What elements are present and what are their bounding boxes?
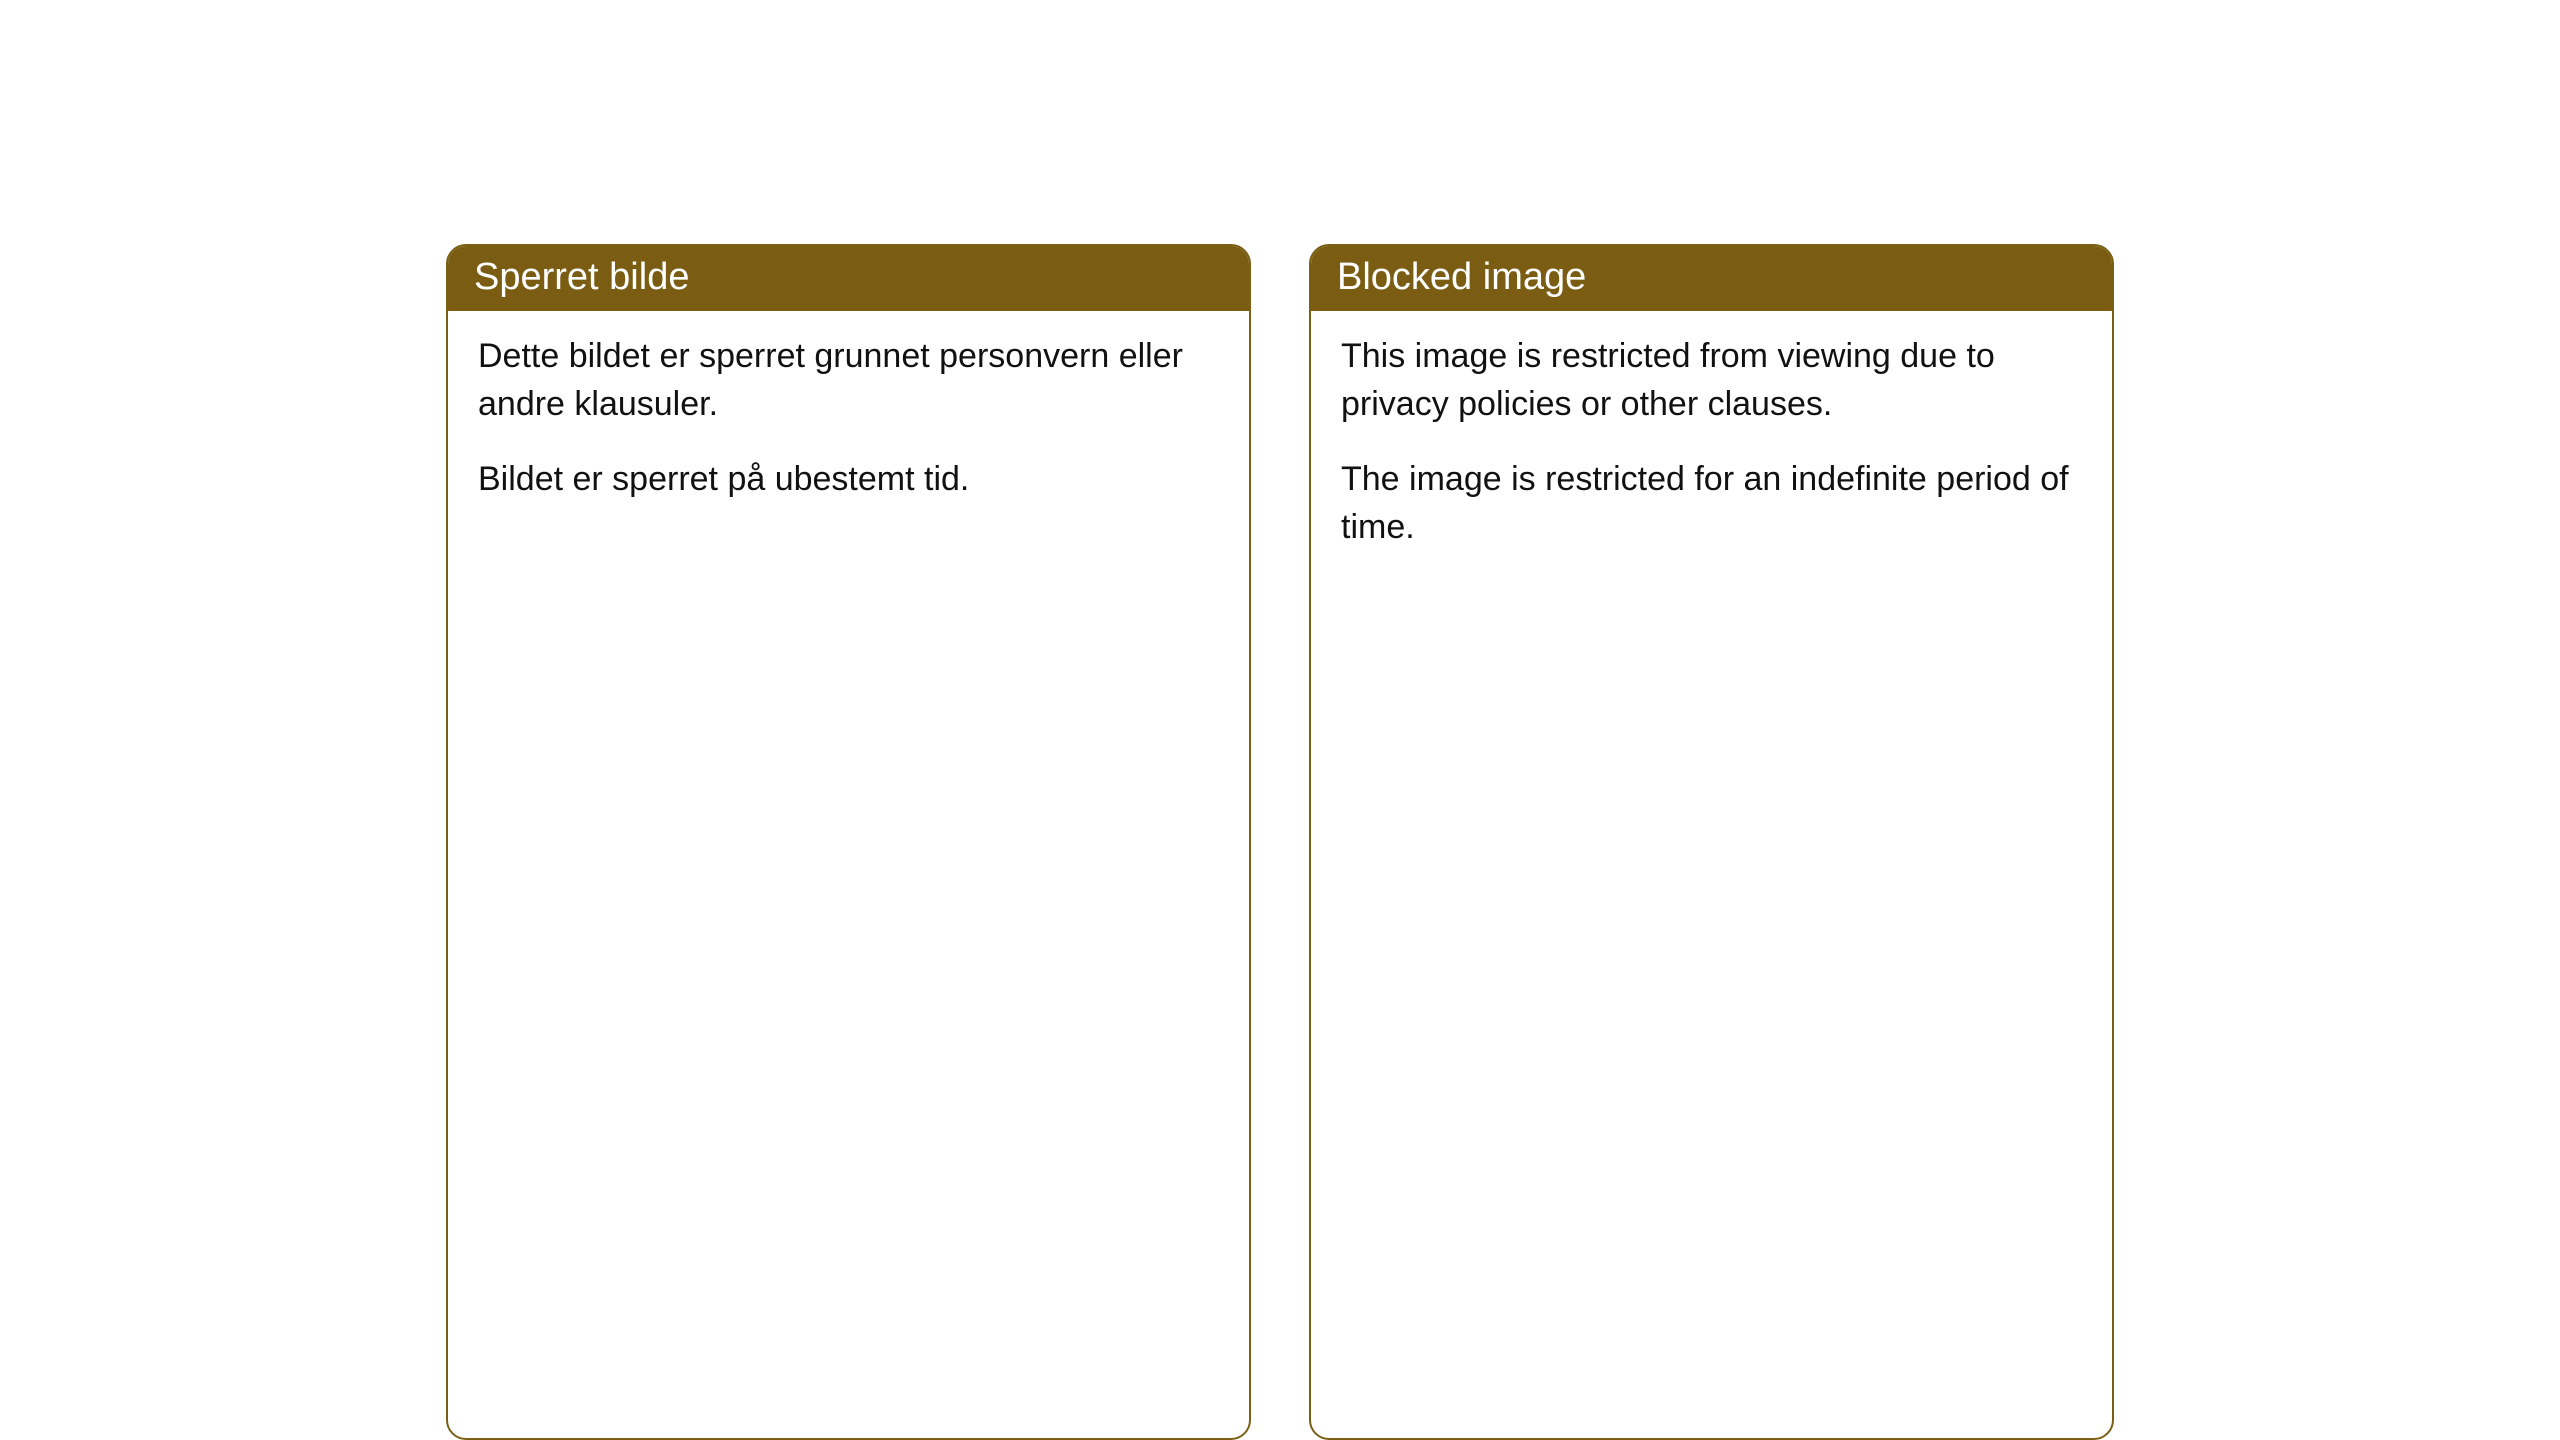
cards-container: Sperret bilde Dette bildet er sperret gr…: [446, 244, 2114, 1440]
card-paragraph-1-en: This image is restricted from viewing du…: [1341, 333, 2082, 428]
card-header-no: Sperret bilde: [448, 246, 1249, 311]
card-paragraph-2-en: The image is restricted for an indefinit…: [1341, 456, 2082, 551]
card-header-en: Blocked image: [1311, 246, 2112, 311]
blocked-image-card-en: Blocked image This image is restricted f…: [1309, 244, 2114, 1440]
card-body-no: Dette bildet er sperret grunnet personve…: [448, 311, 1249, 542]
card-body-en: This image is restricted from viewing du…: [1311, 311, 2112, 589]
card-paragraph-1-no: Dette bildet er sperret grunnet personve…: [478, 333, 1219, 428]
blocked-image-card-no: Sperret bilde Dette bildet er sperret gr…: [446, 244, 1251, 1440]
card-paragraph-2-no: Bildet er sperret på ubestemt tid.: [478, 456, 1219, 504]
